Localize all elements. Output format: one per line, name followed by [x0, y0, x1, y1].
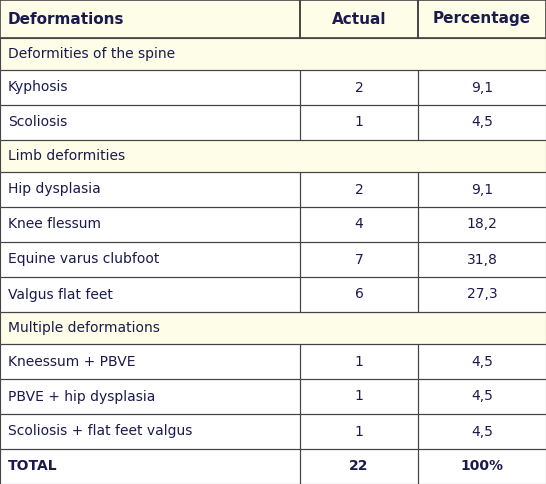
- Text: 4,5: 4,5: [471, 116, 493, 130]
- Text: 18,2: 18,2: [467, 217, 497, 231]
- Bar: [0, 414, 300, 449]
- Text: 2: 2: [354, 80, 364, 94]
- Bar: [0, 38, 546, 70]
- Text: TOTAL: TOTAL: [8, 459, 58, 473]
- Bar: [418, 344, 546, 379]
- Text: 6: 6: [354, 287, 364, 302]
- Bar: [418, 105, 546, 140]
- Bar: [300, 242, 418, 277]
- Bar: [300, 449, 418, 484]
- Bar: [0, 70, 300, 105]
- Bar: [418, 414, 546, 449]
- Text: Percentage: Percentage: [433, 12, 531, 27]
- Text: 27,3: 27,3: [467, 287, 497, 302]
- Text: 22: 22: [349, 459, 369, 473]
- Bar: [0, 0, 300, 38]
- Bar: [0, 172, 300, 207]
- Bar: [418, 207, 546, 242]
- Text: Limb deformities: Limb deformities: [8, 149, 125, 163]
- Bar: [300, 414, 418, 449]
- Text: 1: 1: [354, 424, 364, 439]
- Text: Kneessum + PBVE: Kneessum + PBVE: [8, 354, 135, 368]
- Text: 100%: 100%: [460, 459, 503, 473]
- Text: 2: 2: [354, 182, 364, 197]
- Bar: [418, 242, 546, 277]
- Text: Deformations: Deformations: [8, 12, 124, 27]
- Text: Scoliosis + flat feet valgus: Scoliosis + flat feet valgus: [8, 424, 192, 439]
- Text: 31,8: 31,8: [467, 253, 497, 267]
- Bar: [0, 105, 300, 140]
- Bar: [418, 379, 546, 414]
- Bar: [300, 379, 418, 414]
- Bar: [0, 312, 546, 344]
- Text: 4,5: 4,5: [471, 354, 493, 368]
- Text: 1: 1: [354, 116, 364, 130]
- Bar: [418, 277, 546, 312]
- Bar: [0, 449, 300, 484]
- Text: 4,5: 4,5: [471, 390, 493, 404]
- Bar: [418, 449, 546, 484]
- Bar: [0, 140, 546, 172]
- Bar: [300, 277, 418, 312]
- Text: Hip dysplasia: Hip dysplasia: [8, 182, 101, 197]
- Text: Scoliosis: Scoliosis: [8, 116, 67, 130]
- Bar: [0, 207, 300, 242]
- Bar: [300, 172, 418, 207]
- Bar: [0, 277, 300, 312]
- Bar: [300, 344, 418, 379]
- Bar: [300, 0, 418, 38]
- Text: Kyphosis: Kyphosis: [8, 80, 68, 94]
- Bar: [0, 344, 300, 379]
- Text: Deformities of the spine: Deformities of the spine: [8, 47, 175, 61]
- Text: 4,5: 4,5: [471, 424, 493, 439]
- Text: 7: 7: [354, 253, 364, 267]
- Text: Valgus flat feet: Valgus flat feet: [8, 287, 113, 302]
- Bar: [300, 207, 418, 242]
- Text: 1: 1: [354, 390, 364, 404]
- Text: Equine varus clubfoot: Equine varus clubfoot: [8, 253, 159, 267]
- Text: 9,1: 9,1: [471, 80, 493, 94]
- Text: PBVE + hip dysplasia: PBVE + hip dysplasia: [8, 390, 156, 404]
- Bar: [418, 172, 546, 207]
- Text: 9,1: 9,1: [471, 182, 493, 197]
- Text: Multiple deformations: Multiple deformations: [8, 321, 160, 335]
- Text: 4: 4: [354, 217, 364, 231]
- Text: Actual: Actual: [332, 12, 386, 27]
- Bar: [418, 70, 546, 105]
- Text: Knee flessum: Knee flessum: [8, 217, 101, 231]
- Bar: [0, 242, 300, 277]
- Bar: [300, 105, 418, 140]
- Bar: [0, 379, 300, 414]
- Text: 1: 1: [354, 354, 364, 368]
- Bar: [300, 70, 418, 105]
- Bar: [418, 0, 546, 38]
